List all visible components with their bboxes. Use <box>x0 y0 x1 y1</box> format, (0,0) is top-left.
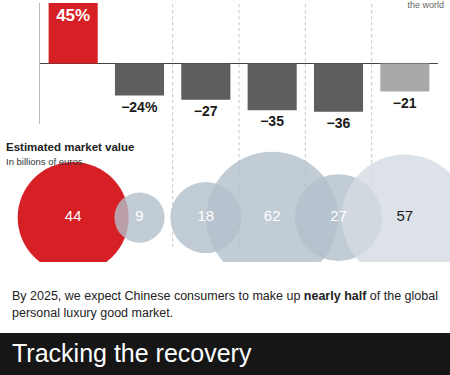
svg-text:−36: −36 <box>327 115 351 131</box>
svg-text:−27: −27 <box>194 103 218 119</box>
svg-text:9: 9 <box>135 207 143 224</box>
svg-text:−35: −35 <box>260 113 284 129</box>
html-text:In billions of euros: In billions of euros <box>6 156 83 167</box>
html-text:the world: the world <box>407 0 444 10</box>
svg-text:45%: 45% <box>56 6 90 25</box>
svg-text:44: 44 <box>65 207 82 224</box>
svg-text:18: 18 <box>197 207 214 224</box>
svg-text:27: 27 <box>330 207 347 224</box>
svg-text:−21: −21 <box>393 95 417 111</box>
svg-text:62: 62 <box>264 207 281 224</box>
svg-text:57: 57 <box>396 207 413 224</box>
svg-text:−24%: −24% <box>121 99 158 115</box>
html-text:By 2025, we expect Chinese con: By 2025, we expect Chinese consumers to … <box>12 289 438 320</box>
html-text:Tracking the recovery: Tracking the recovery <box>12 339 252 367</box>
html-text:Estimated market value: Estimated market value <box>6 141 135 153</box>
